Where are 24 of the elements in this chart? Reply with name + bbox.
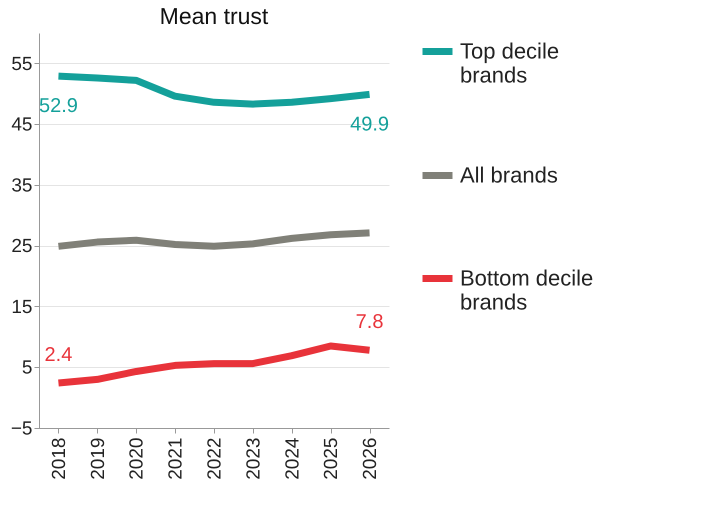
y-tick-label: −5 <box>10 418 32 440</box>
data-label: 2.4 <box>44 344 72 366</box>
x-tick-label: 2023 <box>243 438 264 480</box>
legend-label: All brands <box>460 162 558 188</box>
y-tick-label: 15 <box>11 296 32 318</box>
legend-label: Bottom decile brands <box>460 266 594 314</box>
chart-title: Mean trust <box>160 3 269 29</box>
y-tick-label: 5 <box>22 358 32 379</box>
x-tick-label: 2018 <box>48 438 70 480</box>
x-tick-label: 2024 <box>282 437 304 480</box>
x-tick-label: 2021 <box>166 438 187 480</box>
x-tick-label: 2019 <box>88 438 109 480</box>
data-label: 7.8 <box>356 311 384 334</box>
data-label: 49.9 <box>350 113 390 136</box>
x-tick-label: 2022 <box>204 438 226 480</box>
data-label: 52.9 <box>38 95 78 118</box>
legend-label: Top decile brands <box>460 38 560 88</box>
y-tick-label: 25 <box>11 236 32 258</box>
y-tick-label: 55 <box>11 54 32 75</box>
y-tick-label: 45 <box>11 114 32 136</box>
y-tick-label: 35 <box>11 175 32 196</box>
x-tick-label: 2025 <box>321 438 342 480</box>
x-tick-label: 2020 <box>126 438 148 480</box>
x-tick-label: 2026 <box>360 438 382 480</box>
